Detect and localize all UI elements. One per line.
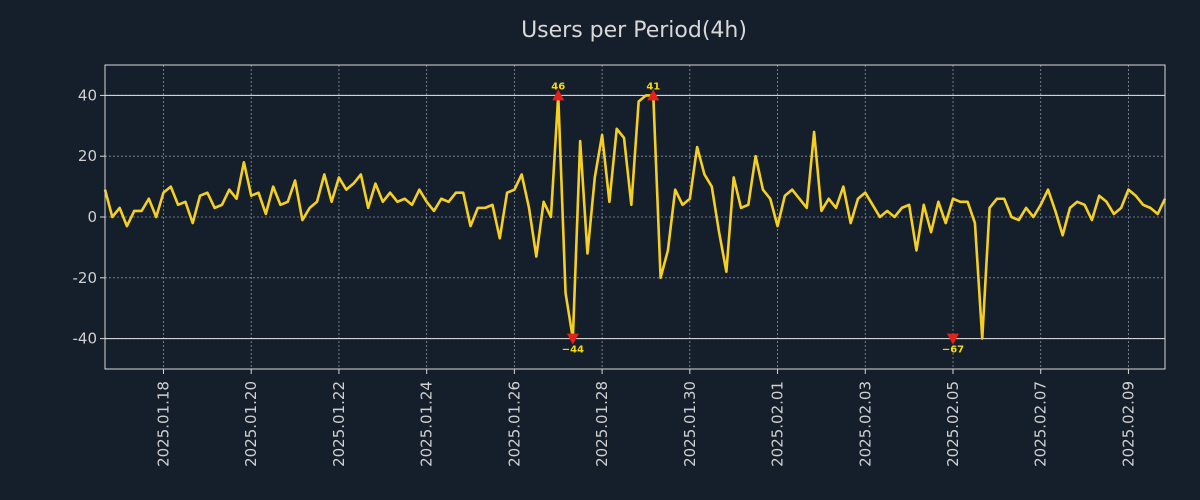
plot-frame (104, 64, 1166, 370)
annotation-marker (947, 333, 959, 345)
y-tick-label: -20 (73, 269, 98, 287)
y-axis-ticks: -40 -20 0 20 40 (73, 86, 105, 348)
annotation-label: −44 (562, 345, 584, 356)
x-tick-label: 2025.01.18 (154, 381, 172, 467)
x-tick-label: 2025.02.07 (1032, 381, 1050, 467)
annotation-label: 41 (646, 81, 660, 92)
y-tick-label: 20 (78, 147, 97, 165)
x-tick-label: 2025.01.22 (330, 381, 348, 467)
x-tick-label: 2025.01.20 (242, 381, 260, 467)
x-tick-label: 2025.01.28 (593, 381, 611, 467)
x-tick-label: 2025.01.30 (681, 381, 699, 467)
extreme-annotations: 46 −44 41 −67 (551, 81, 964, 355)
x-tick-label: 2025.02.03 (856, 381, 874, 467)
x-tick-label: 2025.01.26 (505, 381, 523, 467)
x-tick-label: 2025.02.05 (944, 381, 962, 467)
annotation-label: 46 (551, 81, 565, 92)
annotation-label: −67 (942, 345, 964, 356)
y-tick-label: -40 (73, 330, 98, 348)
annotation-marker (552, 89, 565, 101)
reference-lines (105, 94, 1165, 340)
x-tick-label: 2025.02.09 (1119, 381, 1137, 467)
chart-title: Users per Period(4h) (521, 18, 747, 43)
annotation-marker (647, 89, 660, 101)
x-tick-label: 2025.01.24 (418, 381, 436, 467)
x-axis-ticks: 2025.01.18 2025.01.20 2025.01.22 2025.01.24… (154, 369, 1137, 467)
y-tick-label: 40 (78, 86, 97, 104)
y-tick-label: 0 (87, 208, 97, 226)
annotation-marker (566, 333, 579, 345)
series-line-users (103, 94, 1167, 340)
x-tick-label: 2025.02.01 (769, 381, 787, 467)
